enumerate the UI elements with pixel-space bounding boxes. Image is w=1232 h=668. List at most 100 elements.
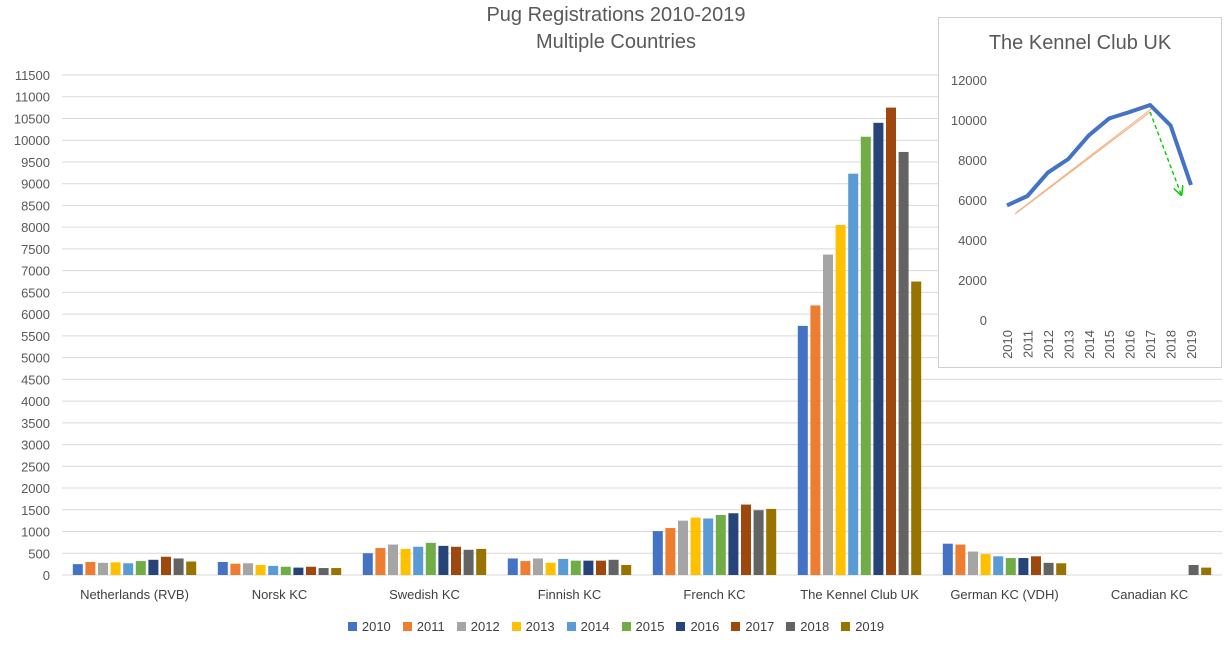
inset-x-tick-label: 2018 [1164, 330, 1179, 359]
bar-2017 [886, 107, 896, 575]
bar-2012 [823, 254, 833, 575]
bar-2013 [545, 562, 556, 575]
legend-swatch [841, 622, 851, 631]
legend-swatch [676, 622, 686, 631]
legend-swatch [511, 622, 521, 631]
legend-label: 2016 [690, 619, 720, 634]
bar-2019 [476, 548, 487, 575]
bar-2019 [186, 561, 197, 575]
inset-y-tick-label: 12000 [951, 73, 987, 88]
bar-2018 [608, 559, 619, 575]
legend-label: 2019 [855, 619, 885, 634]
bar-2016 [438, 545, 449, 575]
inset-x-tick-label: 2016 [1123, 330, 1138, 359]
y-tick-label: 7500 [21, 242, 50, 257]
chart-legend: 2010 2011 2012 2013 2014 2015 2016 2017 2018 2019 [0, 619, 1232, 634]
bar-2018 [318, 568, 329, 575]
legend-label: 2012 [470, 619, 500, 634]
bar-2013 [690, 517, 701, 575]
y-tick-label: 4000 [21, 394, 50, 409]
inset-y-tick-label: 4000 [958, 233, 987, 248]
bar-2018 [173, 558, 184, 575]
inset-chart-title: The Kennel Club UK [988, 32, 1172, 54]
bar-2010 [362, 553, 373, 575]
y-tick-label: 500 [28, 546, 50, 561]
inset-line-chart: 0 2000 4000 6000 8000 10000 12000 2010 2011 2012… [938, 17, 1222, 368]
y-tick-label: 1500 [21, 503, 50, 518]
bar-2013 [980, 554, 991, 575]
inset-x-tick-label: 2010 [1000, 330, 1015, 359]
legend-item-2012: 2012 [456, 619, 500, 634]
bar-chart-x-axis: Netherlands (RVB) Norsk KC Swedish KC Finni… [80, 587, 1188, 602]
inset-y-tick-label: 8000 [958, 153, 987, 168]
y-tick-label: 11000 [15, 90, 50, 105]
bar-2016 [728, 513, 739, 575]
bar-2019 [331, 568, 342, 575]
y-tick-label: 3000 [21, 438, 50, 453]
bar-2015 [1005, 558, 1016, 575]
x-category-label: Norsk KC [252, 587, 308, 602]
bar-2012 [533, 558, 543, 575]
bar-2015 [715, 515, 726, 575]
inset-line-chart-plot: 0 2000 4000 6000 8000 10000 12000 2010 2011 2012… [951, 73, 1199, 359]
bar-2017 [741, 504, 751, 575]
bar-2011 [665, 528, 676, 575]
legend-swatch [621, 622, 631, 631]
inset-x-tick-label: 2015 [1102, 330, 1117, 359]
y-tick-label: 0 [43, 568, 50, 583]
legend-swatch [731, 622, 741, 631]
bar-2016 [1018, 558, 1029, 575]
bar-2010 [942, 543, 953, 575]
bar-2017 [306, 566, 316, 575]
bar-chart-y-axis: 0 500 1000 1500 2000 2500 3000 3500 4000 4500 5000… [14, 68, 50, 583]
y-tick-label: 2000 [21, 481, 50, 496]
inset-y-axis: 0 2000 4000 6000 8000 10000 12000 [951, 73, 987, 328]
y-tick-label: 6000 [21, 307, 50, 322]
legend-item-2019: 2019 [841, 619, 884, 634]
bar-2019 [621, 565, 632, 575]
bar-2016 [583, 560, 594, 575]
bar-2018 [753, 510, 764, 575]
y-tick-label: 5500 [21, 329, 50, 344]
bar-2017 [596, 560, 606, 575]
y-tick-label: 5000 [21, 351, 50, 366]
bar-2015 [860, 136, 871, 575]
x-category-label: Finnish KC [538, 587, 602, 602]
legend-swatch [402, 622, 412, 631]
bar-2010 [652, 531, 663, 575]
y-tick-label: 9000 [21, 177, 50, 192]
bar-2011 [810, 305, 821, 575]
legend-label: 2014 [580, 619, 610, 634]
trend-line [1014, 111, 1151, 215]
bar-2016 [148, 559, 159, 575]
legend-swatch [456, 622, 466, 631]
bar-2011 [85, 561, 96, 575]
bar-2013 [110, 562, 121, 575]
bar-2018 [1043, 562, 1054, 575]
y-tick-label: 3500 [21, 416, 50, 431]
bar-2015 [280, 566, 291, 575]
bar-2014 [413, 546, 424, 575]
bar-2014 [848, 173, 859, 575]
bar-2015 [425, 542, 436, 575]
legend-label: 2010 [361, 619, 391, 634]
legend-label: 2013 [525, 619, 555, 634]
y-tick-label: 9500 [21, 155, 50, 170]
bar-2019 [1201, 567, 1212, 575]
bar-2011 [375, 548, 386, 575]
legend-label: 2015 [635, 619, 665, 634]
legend-label: 2011 [416, 619, 445, 634]
bar-2018 [898, 151, 909, 575]
bar-2012 [243, 563, 253, 575]
bar-2016 [873, 122, 884, 576]
bar-2013 [835, 225, 846, 575]
y-tick-label: 10500 [14, 111, 50, 126]
x-category-label: German KC (VDH) [950, 587, 1058, 602]
bar-chart-bars [72, 107, 1212, 576]
x-category-label: Canadian KC [1111, 587, 1188, 602]
inset-series [1006, 103, 1193, 208]
bar-2019 [766, 508, 777, 575]
bar-2014 [993, 556, 1004, 575]
bar-2018 [1188, 565, 1199, 575]
bar-2010 [72, 564, 83, 575]
